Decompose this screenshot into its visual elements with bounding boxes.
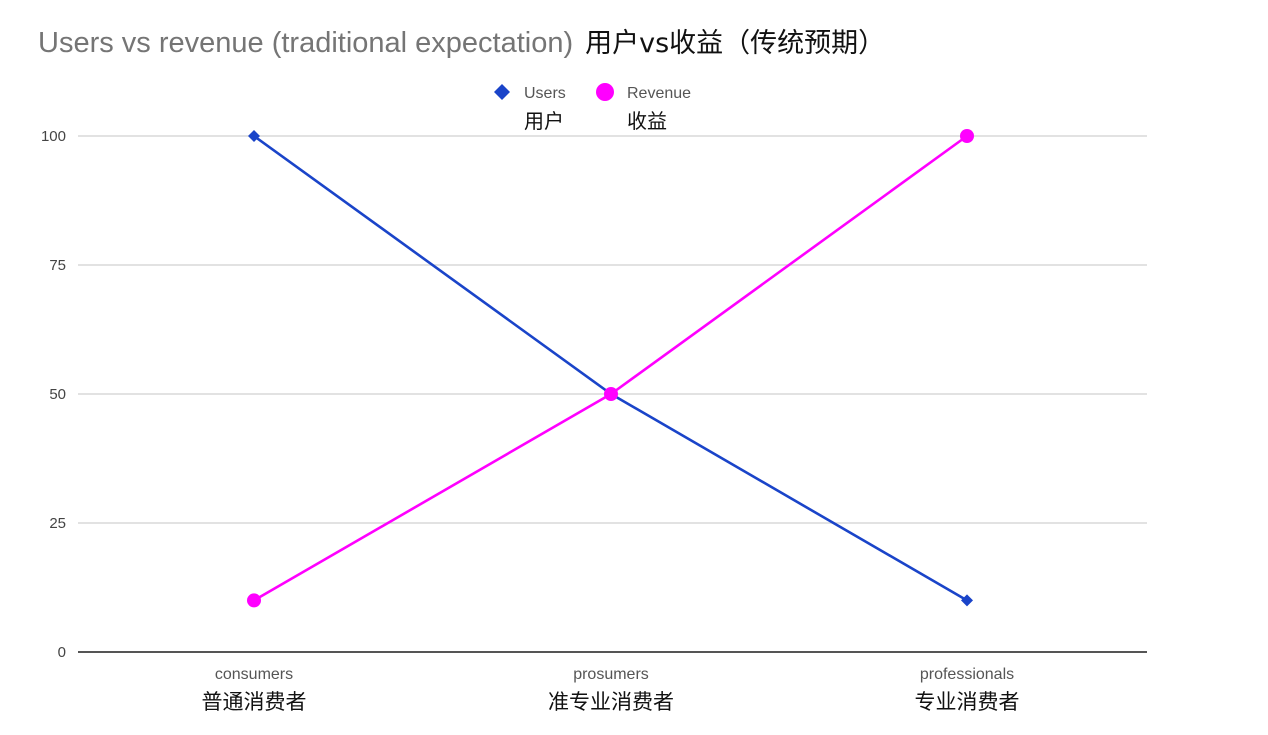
x-tick-label: professionals [920, 666, 1014, 683]
x-tick-label-zh: 专业消费者 [915, 690, 1020, 714]
revenue-point [604, 387, 618, 401]
legend-revenue-swatch [596, 83, 614, 101]
chart-title-en: Users vs revenue (traditional expectatio… [38, 27, 573, 59]
y-tick-label: 75 [49, 257, 66, 274]
legend: Users 用户 Revenue 收益 [494, 83, 691, 133]
x-tick-label-zh: 准专业消费者 [548, 690, 674, 714]
chart-title: Users vs revenue (traditional expectatio… [38, 27, 885, 59]
y-tick-label: 25 [49, 515, 66, 532]
legend-revenue-label-zh: 收益 [627, 109, 667, 133]
users-point [961, 594, 973, 607]
revenue-point [247, 593, 261, 608]
revenue-series-line [253, 134, 968, 602]
y-tick-label: 0 [58, 644, 66, 661]
legend-users-label: Users [524, 85, 566, 102]
revenue-point [960, 129, 974, 143]
x-tick-label: prosumers [573, 666, 649, 683]
y-tick-label: 50 [49, 386, 66, 403]
legend-revenue-label: Revenue [627, 85, 691, 102]
users-point [248, 130, 260, 142]
y-tick-label: 100 [41, 128, 66, 145]
x-tick-label: consumers [215, 666, 293, 683]
legend-users-label-zh: 用户 [524, 109, 564, 133]
axes: 0 25 50 75 100 consumers 普通消费者 prosumers 准专业消费者 p… [41, 128, 1147, 714]
grid [78, 135, 1147, 524]
x-tick-label-zh: 普通消费者 [202, 690, 307, 714]
chart-title-zh: 用户vs收益（传统预期） [585, 28, 885, 59]
legend-users-swatch [494, 84, 510, 100]
series [247, 129, 974, 608]
users-series-line [253, 134, 968, 602]
